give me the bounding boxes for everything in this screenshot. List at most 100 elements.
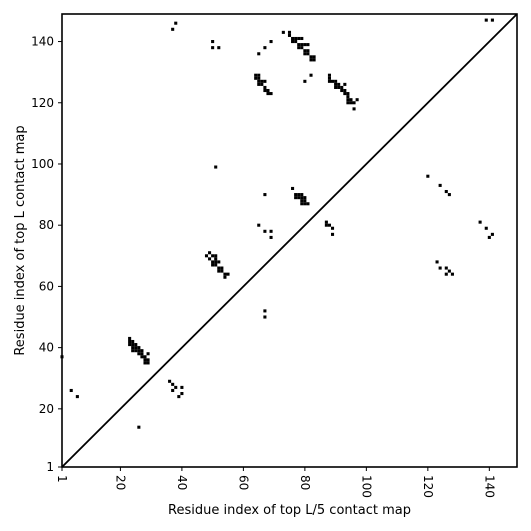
contact-point bbox=[426, 174, 430, 178]
contact-point bbox=[303, 199, 307, 203]
contact-point bbox=[291, 36, 295, 41]
contact-point bbox=[294, 40, 298, 44]
contact-point bbox=[484, 18, 488, 22]
contact-point bbox=[217, 260, 221, 264]
contact-point bbox=[300, 193, 304, 197]
contact-point bbox=[300, 196, 304, 200]
contact-point bbox=[291, 40, 295, 44]
contact-point bbox=[260, 82, 264, 86]
contact-point bbox=[294, 196, 298, 200]
contact-point bbox=[312, 58, 316, 62]
contact-point bbox=[177, 395, 181, 399]
contact-point bbox=[146, 361, 150, 365]
contact-point bbox=[257, 79, 261, 83]
contact-point bbox=[352, 107, 356, 111]
contact-point bbox=[300, 202, 304, 206]
contact-point bbox=[343, 88, 347, 93]
contact-point bbox=[220, 269, 224, 273]
x-axis-label: Residue index of top L/5 contact map bbox=[168, 503, 411, 518]
contact-point bbox=[226, 272, 230, 276]
contact-point bbox=[69, 388, 73, 393]
y-axis-label: Residue index of top L contact map bbox=[13, 125, 28, 355]
contact-point bbox=[263, 85, 267, 89]
contact-point bbox=[346, 95, 350, 99]
contact-point bbox=[269, 235, 273, 239]
x-tick-label: 140 bbox=[482, 475, 496, 498]
contact-point bbox=[331, 232, 335, 236]
y-tick-label: 60 bbox=[39, 279, 54, 293]
contact-point bbox=[337, 82, 341, 86]
y-tick-label: 140 bbox=[31, 35, 54, 49]
contact-point bbox=[349, 98, 353, 102]
contact-point bbox=[211, 263, 215, 267]
x-axis-ticks: 1 20 40 60 80 100 120 140 bbox=[55, 467, 496, 498]
contact-point bbox=[343, 82, 347, 86]
contact-point bbox=[327, 73, 331, 77]
contact-point bbox=[140, 349, 144, 353]
plot-area bbox=[60, 13, 518, 468]
contact-point bbox=[334, 82, 338, 86]
contact-point bbox=[306, 49, 310, 53]
contact-point bbox=[266, 92, 270, 96]
x-tick-label: 80 bbox=[298, 475, 312, 490]
contact-point bbox=[214, 263, 218, 267]
contact-point bbox=[438, 183, 442, 187]
contact-point bbox=[137, 425, 141, 429]
contact-point bbox=[254, 73, 258, 77]
contact-point bbox=[204, 254, 209, 258]
contact-point bbox=[217, 266, 221, 270]
contact-point bbox=[281, 30, 285, 34]
contact-point bbox=[490, 18, 494, 22]
contact-point bbox=[214, 257, 218, 261]
contact-point bbox=[303, 52, 307, 56]
contact-point bbox=[171, 382, 175, 386]
contact-point bbox=[297, 196, 301, 200]
contact-point bbox=[300, 199, 304, 203]
contact-point bbox=[303, 49, 307, 53]
contact-point bbox=[334, 79, 338, 83]
contact-point bbox=[180, 392, 184, 396]
contact-point bbox=[211, 46, 215, 50]
contact-point bbox=[291, 186, 295, 190]
contact-point bbox=[208, 257, 212, 261]
contact-point bbox=[257, 52, 261, 56]
contact-point bbox=[340, 88, 344, 93]
contact-point bbox=[331, 79, 335, 83]
contact-point bbox=[490, 232, 494, 236]
contact-point bbox=[263, 88, 267, 93]
contact-point bbox=[171, 388, 175, 393]
contact-point bbox=[263, 193, 267, 197]
contact-point bbox=[447, 193, 451, 197]
contact-point bbox=[306, 52, 310, 56]
contact-point bbox=[128, 339, 132, 344]
contact-point bbox=[324, 223, 328, 227]
contact-point bbox=[450, 272, 454, 276]
contact-point bbox=[254, 76, 258, 80]
contact-point bbox=[211, 254, 215, 258]
contact-point bbox=[146, 358, 150, 362]
contact-point bbox=[269, 229, 273, 233]
contact-point bbox=[263, 315, 267, 319]
contact-point bbox=[484, 226, 488, 230]
contact-point bbox=[444, 272, 448, 276]
contact-point bbox=[223, 272, 227, 276]
contact-point bbox=[327, 76, 331, 80]
contact-point bbox=[257, 82, 261, 86]
contact-point bbox=[128, 336, 132, 340]
contact-point bbox=[269, 40, 273, 44]
contact-point bbox=[312, 55, 316, 59]
contact-point bbox=[343, 92, 347, 96]
contact-point bbox=[327, 223, 331, 227]
contact-point bbox=[287, 33, 292, 37]
contact-point bbox=[208, 251, 212, 255]
contact-points bbox=[60, 18, 494, 429]
contact-point bbox=[447, 269, 451, 273]
contact-point bbox=[137, 352, 141, 356]
y-tick-label: 120 bbox=[31, 96, 54, 110]
contact-point bbox=[180, 385, 184, 389]
contact-point bbox=[257, 223, 261, 227]
contact-point bbox=[300, 36, 304, 41]
x-tick-label: 120 bbox=[421, 475, 435, 498]
contact-point bbox=[174, 21, 178, 25]
